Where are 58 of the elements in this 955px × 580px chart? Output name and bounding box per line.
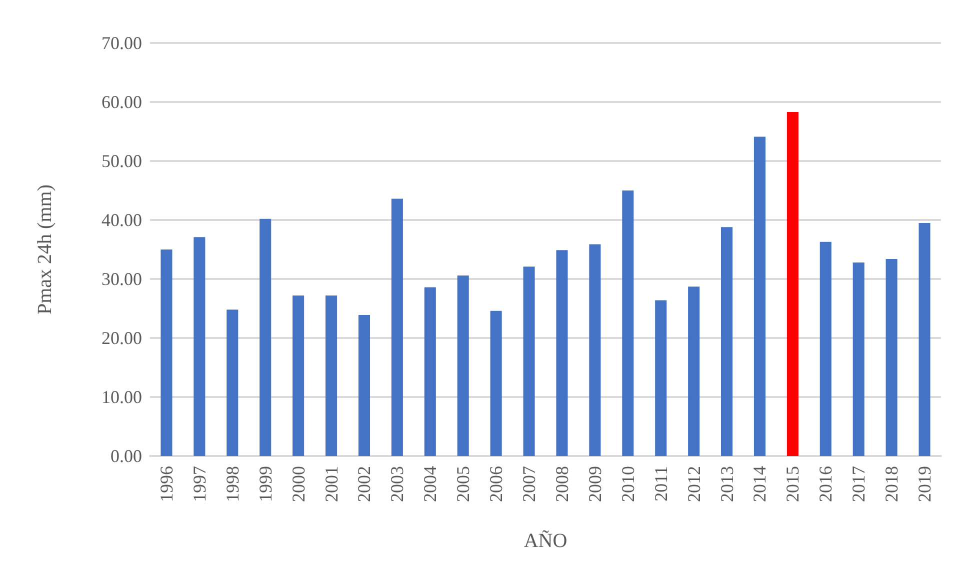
bar bbox=[918, 222, 930, 456]
x-tick-label: 2008 bbox=[552, 466, 572, 502]
x-axis-title: AÑO bbox=[524, 530, 568, 552]
x-tick-label: 2005 bbox=[453, 466, 474, 502]
bar bbox=[820, 242, 832, 456]
bar bbox=[391, 198, 403, 456]
x-tick-label: 2013 bbox=[716, 466, 737, 502]
x-tick-label: 2019 bbox=[914, 466, 935, 502]
y-tick-label: 30.00 bbox=[102, 269, 142, 289]
y-axis-title: Pmax 24h (mm) bbox=[34, 184, 56, 314]
bar bbox=[194, 237, 206, 456]
y-tick-label: 10.00 bbox=[102, 387, 142, 407]
bar bbox=[556, 250, 568, 456]
x-tick-label: 2006 bbox=[486, 466, 506, 502]
x-tick-label: 2007 bbox=[519, 466, 540, 502]
x-tick-label: 1996 bbox=[156, 466, 176, 502]
bar bbox=[688, 286, 700, 456]
bar bbox=[721, 227, 733, 456]
x-tick-label: 2016 bbox=[816, 466, 836, 502]
bar bbox=[852, 262, 864, 456]
bar bbox=[490, 310, 502, 456]
bar bbox=[589, 244, 601, 456]
x-tick-label: 2015 bbox=[782, 466, 803, 502]
x-tick-label: 2014 bbox=[750, 466, 770, 502]
bar bbox=[754, 136, 766, 456]
y-tick-label: 20.00 bbox=[102, 328, 142, 348]
y-tick-label: 0.00 bbox=[110, 446, 142, 466]
bar bbox=[655, 300, 667, 456]
x-tick-label: 1998 bbox=[222, 466, 242, 502]
y-tick-label: 40.00 bbox=[102, 210, 142, 230]
y-tick-label: 50.00 bbox=[102, 151, 142, 171]
x-tick-label: 2004 bbox=[420, 466, 440, 502]
x-tick-label: 2009 bbox=[584, 466, 605, 502]
x-tick-label: 1999 bbox=[255, 466, 276, 502]
bar bbox=[326, 296, 338, 456]
bar bbox=[622, 190, 634, 456]
x-tick-label: 2012 bbox=[684, 466, 704, 502]
x-tick-label: 2010 bbox=[618, 466, 638, 502]
x-tick-label: 2017 bbox=[848, 466, 869, 502]
bar bbox=[786, 112, 798, 456]
bar bbox=[358, 314, 370, 456]
bar bbox=[292, 296, 304, 456]
x-tick-label: 2002 bbox=[354, 466, 374, 502]
x-tick-label: 2001 bbox=[321, 466, 342, 502]
x-tick-label: 1997 bbox=[189, 466, 210, 502]
bar bbox=[226, 310, 238, 456]
x-tick-label: 2018 bbox=[882, 466, 902, 502]
bar bbox=[457, 275, 469, 456]
bar bbox=[260, 218, 272, 456]
bar bbox=[886, 258, 898, 456]
bar bbox=[160, 250, 172, 456]
bar bbox=[424, 287, 436, 456]
y-tick-label: 60.00 bbox=[102, 92, 142, 112]
y-tick-label: 70.00 bbox=[102, 33, 142, 53]
x-tick-label: 2003 bbox=[387, 466, 408, 502]
x-tick-label: 2011 bbox=[650, 466, 671, 502]
x-tick-label: 2000 bbox=[288, 466, 308, 502]
bar bbox=[523, 266, 535, 456]
